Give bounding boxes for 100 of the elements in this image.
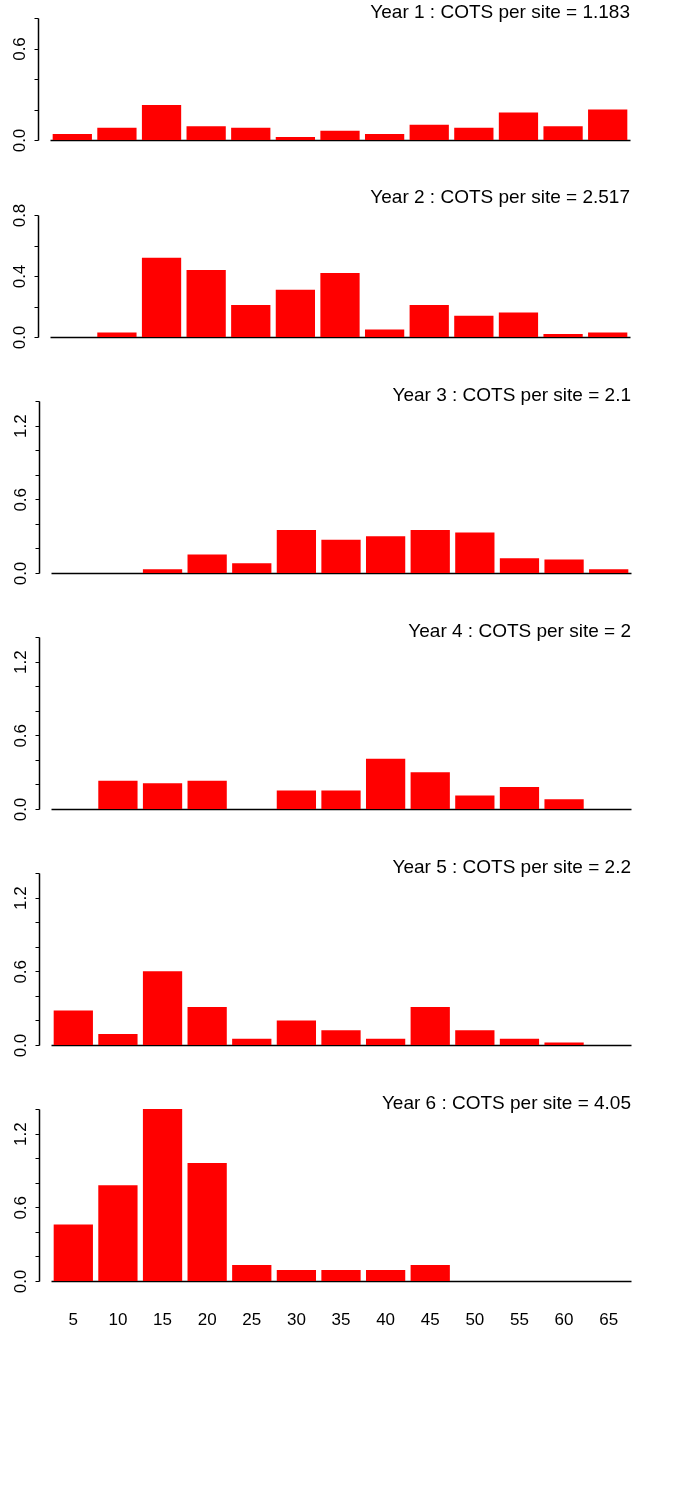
x-tick-label: 20 xyxy=(197,1309,217,1329)
y-tick-label: 0.6 xyxy=(10,1195,30,1220)
bar xyxy=(142,1109,183,1281)
y-tick-label: 0.6 xyxy=(9,37,29,61)
bar xyxy=(142,569,183,573)
bar xyxy=(499,786,540,809)
x-tick-label: 40 xyxy=(376,1309,396,1329)
bar xyxy=(364,329,405,337)
bar xyxy=(364,133,405,140)
chart-title: Year 4 : COTS per site = 2 xyxy=(408,619,631,641)
y-tick-label: 1.2 xyxy=(10,414,30,438)
y-tick-label: 1.2 xyxy=(10,650,30,674)
chart-title: Year 6 : COTS per site = 4.05 xyxy=(381,1091,631,1113)
bar xyxy=(186,269,226,337)
bar xyxy=(454,315,494,337)
bar xyxy=(232,1038,272,1045)
bar xyxy=(141,104,182,140)
y-tick-label: 0.0 xyxy=(10,797,30,822)
bar xyxy=(320,272,360,337)
x-tick-label: 30 xyxy=(286,1309,306,1329)
bar xyxy=(275,289,316,337)
y-tick-label: 0.0 xyxy=(10,1269,30,1294)
bar xyxy=(187,780,227,809)
bar xyxy=(231,304,271,337)
bar xyxy=(498,312,539,337)
bar xyxy=(52,133,92,140)
bar xyxy=(365,536,406,573)
bar xyxy=(142,971,183,1045)
x-tick-label: 25 xyxy=(242,1309,262,1329)
bar xyxy=(320,130,360,140)
bar xyxy=(97,127,137,140)
y-tick-label: 0.0 xyxy=(9,325,29,350)
chart-title: Year 1 : COTS per site = 1.183 xyxy=(370,0,630,22)
bar xyxy=(543,333,583,337)
bar xyxy=(231,127,271,140)
bar xyxy=(499,558,540,573)
bar xyxy=(321,1269,361,1281)
y-tick-label: 0.6 xyxy=(10,723,30,748)
bar xyxy=(455,532,495,573)
bar xyxy=(410,530,450,573)
bar xyxy=(544,559,584,573)
bar xyxy=(141,257,182,337)
bar xyxy=(410,1265,450,1281)
bar xyxy=(543,126,583,140)
bar xyxy=(276,530,317,573)
bar xyxy=(499,1038,540,1045)
bar xyxy=(498,112,539,140)
bar xyxy=(588,109,628,140)
bar xyxy=(53,1010,93,1045)
bar xyxy=(187,1006,227,1045)
bar xyxy=(275,136,316,140)
y-tick-label: 1.2 xyxy=(10,886,30,910)
bar xyxy=(409,124,449,140)
bar xyxy=(454,127,494,140)
chart-title: Year 5 : COTS per site = 2.2 xyxy=(392,855,631,877)
x-tick-label: 5 xyxy=(68,1309,79,1329)
bar xyxy=(588,332,628,337)
bar xyxy=(98,1185,138,1281)
y-tick-label: 0.0 xyxy=(10,1033,30,1058)
bar xyxy=(232,1265,272,1281)
bar xyxy=(365,1269,406,1281)
x-tick-label: 35 xyxy=(331,1309,351,1329)
x-tick-label: 45 xyxy=(420,1309,440,1329)
bar xyxy=(232,563,272,573)
x-tick-label: 10 xyxy=(108,1309,128,1329)
bar xyxy=(455,1030,495,1045)
y-tick-label: 0.0 xyxy=(9,128,29,153)
bar xyxy=(53,1224,93,1281)
bar xyxy=(365,1038,406,1045)
bar xyxy=(187,554,227,573)
x-tick-label: 50 xyxy=(465,1309,485,1329)
bar xyxy=(321,790,361,809)
bar xyxy=(410,772,450,809)
bar xyxy=(276,1020,317,1045)
y-tick-label: 0.0 xyxy=(10,561,30,586)
chart-title: Year 2 : COTS per site = 2.517 xyxy=(370,186,630,208)
y-tick-label: 0.4 xyxy=(9,264,29,289)
bar xyxy=(589,569,629,573)
x-tick-label: 55 xyxy=(510,1309,529,1329)
bar xyxy=(98,1033,138,1045)
y-tick-label: 0.6 xyxy=(10,959,30,984)
bar xyxy=(544,799,584,809)
bar xyxy=(321,539,361,573)
y-tick-label: 0.6 xyxy=(10,487,30,512)
bar xyxy=(409,304,449,337)
bar xyxy=(186,126,226,140)
x-tick-label: 65 xyxy=(599,1309,619,1329)
bar xyxy=(365,758,406,809)
chart-title: Year 3 : COTS per site = 2.1 xyxy=(392,383,631,405)
bar xyxy=(97,332,137,337)
bar xyxy=(321,1030,361,1045)
bar xyxy=(410,1006,450,1045)
bar xyxy=(142,783,183,809)
bar xyxy=(187,1163,227,1281)
bar xyxy=(98,780,138,809)
x-tick-label: 15 xyxy=(153,1309,172,1329)
y-tick-label: 1.2 xyxy=(10,1122,30,1146)
bar xyxy=(276,1269,317,1281)
x-tick-label: 60 xyxy=(554,1309,574,1329)
bar xyxy=(276,790,317,809)
